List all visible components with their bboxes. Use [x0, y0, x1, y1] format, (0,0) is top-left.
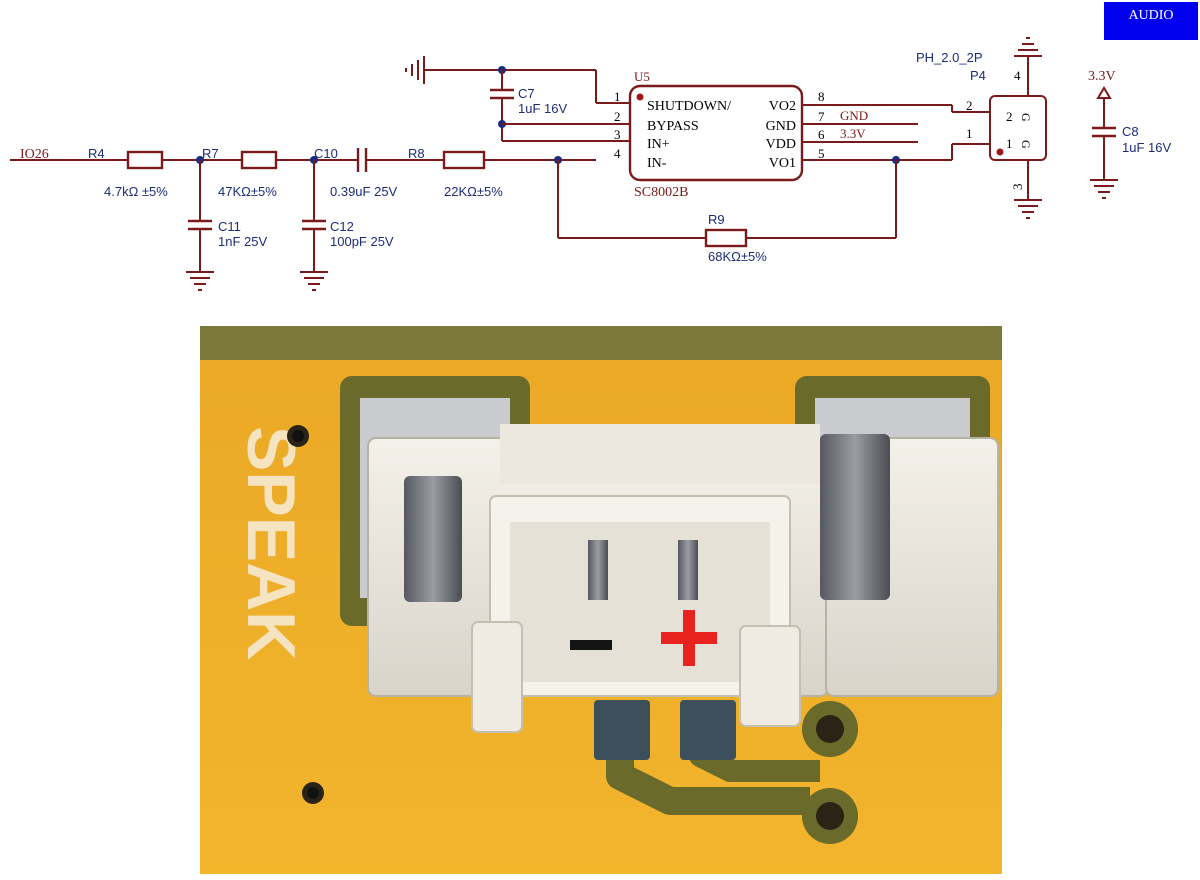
r4-value: 4.7kΩ ±5%	[104, 184, 168, 199]
minus-mark	[570, 640, 612, 650]
plus-mark-vertical	[683, 610, 695, 666]
pin-number: 1	[614, 89, 621, 104]
pin-number: 7	[818, 109, 825, 124]
ground-symbol	[186, 271, 214, 291]
connector-p4: PH_2.0_2P P4 2 1 2 1 G G 4 3	[916, 37, 1047, 219]
ground-symbol	[1090, 179, 1118, 199]
capacitor-c12: C12 100pF 25V	[302, 160, 394, 272]
r8-value: 22KΩ±5%	[444, 184, 503, 199]
output-wiring: GND 3.3V R9 68KΩ±5%	[557, 104, 990, 264]
c7-value: 1uF 16V	[518, 101, 567, 116]
pin-number: 2	[1006, 109, 1013, 124]
pin-number: 5	[818, 146, 825, 161]
pcb-connector-photo: SPEAK	[200, 326, 1002, 874]
c10-ref: C10	[314, 146, 338, 161]
pin-name: IN+	[647, 137, 670, 152]
c11-value: 1nF 25V	[218, 234, 267, 249]
net-gnd-label: GND	[840, 108, 868, 123]
r7-ref: R7	[202, 146, 219, 161]
capacitor-c8: 3.3V C8 1uF 16V	[1088, 69, 1171, 199]
connector-housing	[367, 424, 999, 733]
c11-ref: C11	[218, 219, 241, 234]
solder-pads	[594, 700, 736, 760]
silkscreen-speak: SPEAK	[233, 426, 309, 660]
audio-schematic: AUDIO IO26 R4 4.7kΩ ±5% R7 47KΩ±5% C10 0…	[0, 0, 1200, 320]
pin-name: VDD	[766, 137, 796, 152]
c10-value: 0.39uF 25V	[330, 184, 398, 199]
capacitor-c11: C11 1nF 25V	[188, 160, 267, 272]
pin-number: 2	[966, 98, 973, 113]
capacitor-c7: C7 1uF 16V	[490, 70, 567, 141]
pin-number: 1	[966, 126, 973, 141]
r8-ref: R8	[408, 146, 425, 161]
pin-number: 2	[614, 109, 621, 124]
r9-value: 68KΩ±5%	[708, 249, 767, 264]
pin-name: VO2	[769, 99, 796, 114]
p4-part: PH_2.0_2P	[916, 50, 983, 65]
pin-name: G	[1019, 113, 1033, 122]
u5-part: SC8002B	[634, 185, 688, 200]
pin-number: 4	[614, 146, 621, 161]
ground-symbol	[300, 271, 328, 291]
capacitor-c10: C10 0.39uF 25V	[314, 146, 398, 199]
r7-value: 47KΩ±5%	[218, 184, 277, 199]
c12-ref: C12	[330, 219, 354, 234]
net-io26-label: IO26	[20, 147, 49, 162]
polarity-marks	[570, 610, 717, 666]
r4-ref: R4	[88, 146, 105, 161]
r9-ref: R9	[708, 212, 725, 227]
pin-number: 3	[1010, 184, 1025, 191]
u5-ref: U5	[634, 69, 650, 84]
audio-sheet-badge: AUDIO	[1104, 2, 1198, 40]
pin-number: 6	[818, 127, 825, 142]
p4-ref: P4	[970, 68, 986, 83]
c12-value: 100pF 25V	[330, 234, 394, 249]
c8-ref: C8	[1122, 124, 1139, 139]
c8-value: 1uF 16V	[1122, 140, 1171, 155]
pin-number: 1	[1006, 136, 1013, 151]
input-filter: IO26 R4 4.7kΩ ±5% R7 47KΩ±5% C10 0.39uF …	[10, 146, 596, 291]
supply-3v3-label: 3.3V	[1088, 69, 1116, 84]
net-3v3-label: 3.3V	[840, 126, 866, 141]
pin-number: 3	[614, 127, 621, 142]
bypass-network: C7 1uF 16V	[405, 56, 630, 142]
resistor-r9: R9 68KΩ±5%	[704, 212, 767, 264]
pin-name: VO1	[769, 156, 796, 171]
pin-name: IN-	[647, 156, 667, 171]
resistor-r4: R4 4.7kΩ ±5%	[88, 146, 168, 199]
pin-name: GND	[766, 119, 796, 134]
ground-symbol	[1014, 37, 1042, 57]
badge-label: AUDIO	[1128, 8, 1173, 23]
ic-u5-sc8002b: U5 SC8002B SHUTDOWN/ BYPASS IN+ IN- 1 2 …	[614, 69, 825, 200]
ground-symbol	[1014, 199, 1042, 219]
pin-name: SHUTDOWN/	[647, 99, 731, 114]
c7-ref: C7	[518, 86, 535, 101]
pin-name: G	[1019, 140, 1033, 149]
pin-name: BYPASS	[647, 119, 699, 134]
pin-number: 4	[1014, 68, 1021, 83]
pin-number: 8	[818, 89, 825, 104]
